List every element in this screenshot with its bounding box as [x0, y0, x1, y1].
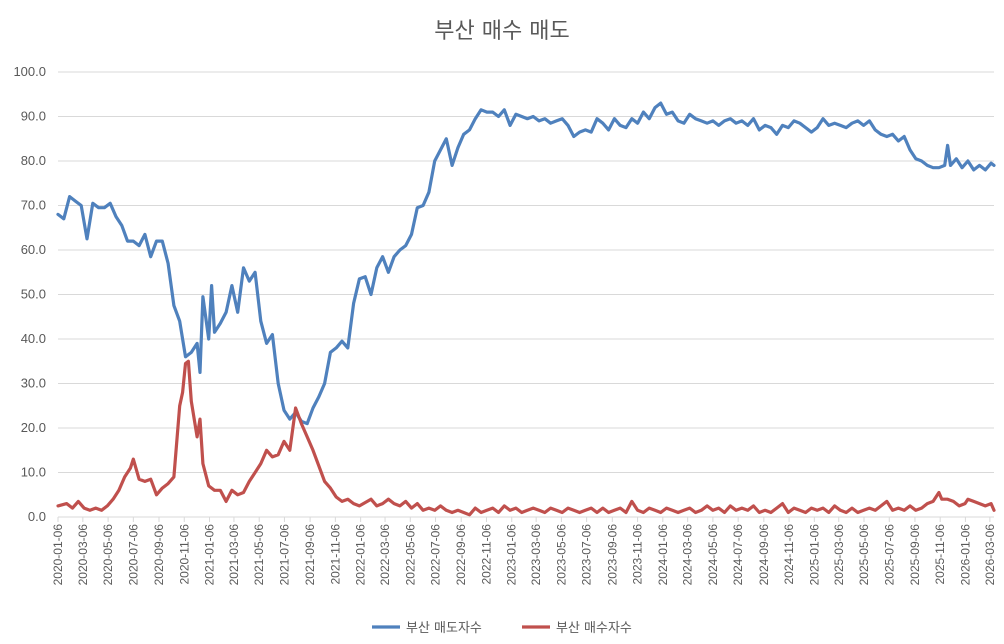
y-tick-label: 80.0: [21, 153, 46, 168]
y-tick-label: 0.0: [28, 509, 46, 524]
x-tick-label: 2022-07-06: [429, 524, 443, 586]
gridlines: [58, 71, 994, 473]
x-tick-label: 2022-03-06: [378, 524, 392, 586]
x-tick-label: 2020-05-06: [101, 524, 115, 586]
x-tick-label: 2022-05-06: [403, 524, 417, 586]
x-tick-label: 2021-05-06: [252, 524, 266, 586]
y-tick-label: 60.0: [21, 242, 46, 257]
x-axis-tick-labels: 2020-01-06 2020-03-06 2020-05-06 2020-07-06…: [51, 517, 997, 585]
x-tick-label: 2022-11-06: [479, 524, 493, 585]
x-tick-label: 2024-01-06: [656, 524, 670, 586]
series-line-2: [56, 359, 996, 517]
x-tick-label: 2023-09-06: [605, 524, 619, 586]
x-tick-label: 2024-05-06: [706, 524, 720, 586]
x-tick-label: 2023-05-06: [554, 524, 568, 586]
x-tick-label: 2020-11-06: [177, 524, 191, 585]
y-tick-label: 10.0: [21, 465, 46, 480]
x-tick-label: 2021-09-06: [303, 524, 317, 586]
x-tick-label: 2020-07-06: [126, 524, 140, 586]
chart-title: 부산 매수 매도: [434, 19, 569, 44]
x-tick-label: 2024-11-06: [782, 524, 796, 585]
x-tick-label: 2020-01-06: [51, 524, 65, 586]
y-tick-label: 70.0: [21, 198, 46, 213]
legend: 부산 매도자수 부산 매수자수: [372, 621, 632, 636]
series-line-1: [56, 101, 996, 426]
y-tick-label: 30.0: [21, 376, 46, 391]
x-tick-label: 2021-01-06: [203, 524, 217, 586]
y-tick-label: 20.0: [21, 420, 46, 435]
y-tick-label: 100.0: [13, 64, 46, 79]
x-tick-label: 2021-07-06: [277, 524, 291, 586]
x-tick-label: 2021-03-06: [227, 524, 241, 586]
x-tick-label: 2023-01-06: [505, 524, 519, 586]
x-tick-label: 2025-05-06: [857, 524, 871, 586]
x-tick-label: 2025-11-06: [933, 524, 947, 585]
x-tick-label: 2024-07-06: [731, 524, 745, 586]
y-tick-label: 90.0: [21, 109, 46, 124]
x-tick-label: 2023-03-06: [529, 524, 543, 586]
x-tick-label: 2025-07-06: [882, 524, 896, 586]
x-tick-label: 2022-09-06: [454, 524, 468, 586]
x-tick-label: 2020-03-06: [76, 524, 90, 586]
x-tick-label: 2023-11-06: [631, 524, 645, 585]
x-tick-label: 2024-03-06: [681, 524, 695, 586]
x-tick-label: 2026-01-06: [958, 524, 972, 586]
x-tick-label: 2023-07-06: [580, 524, 594, 586]
x-tick-label: 2020-09-06: [152, 524, 166, 586]
x-tick-label: 2025-09-06: [908, 524, 922, 586]
legend-label-1: 부산 매도자수: [406, 621, 482, 636]
y-tick-label: 40.0: [21, 331, 46, 346]
x-tick-label: 2025-01-06: [807, 524, 821, 586]
legend-label-2: 부산 매수자수: [556, 621, 632, 636]
series-lines: [56, 101, 996, 517]
y-axis-tick-labels: 0.0 10.0 20.0 30.0 40.0 50.0 60.0 70.0 80.0 90.0 1…: [13, 64, 46, 524]
x-tick-label: 2021-11-06: [328, 524, 342, 585]
x-tick-label: 2025-03-06: [832, 524, 846, 586]
x-tick-label: 2022-01-06: [354, 524, 368, 586]
y-tick-label: 50.0: [21, 287, 46, 302]
x-tick-label: 2024-09-06: [757, 524, 771, 586]
x-tick-label: 2026-03-06: [983, 524, 997, 586]
